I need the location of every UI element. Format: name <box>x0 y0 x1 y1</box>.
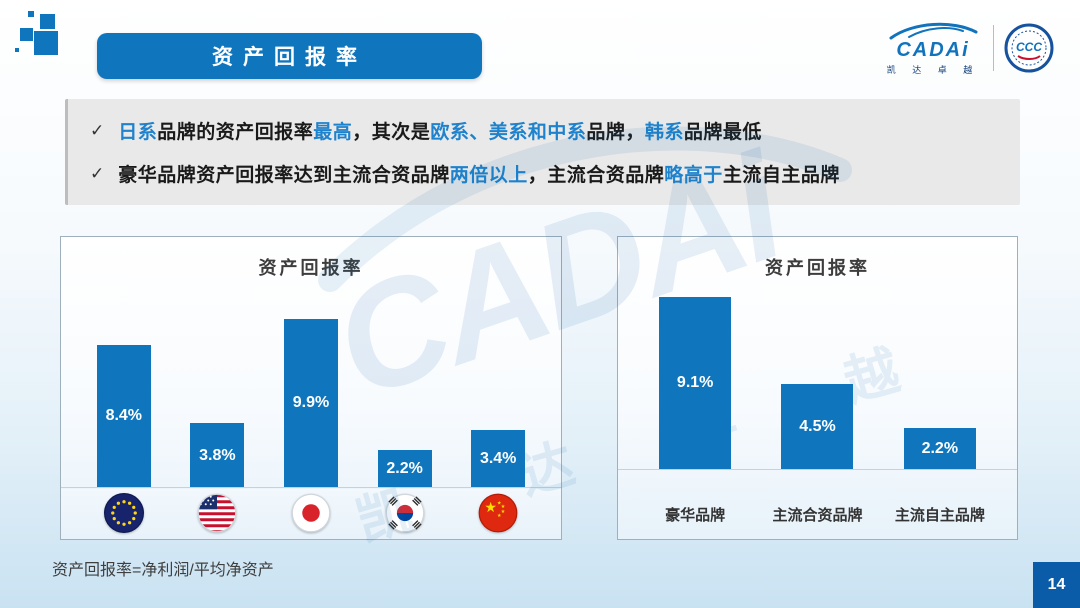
svg-text:★: ★ <box>501 504 506 510</box>
bar: 4.5% <box>781 384 854 470</box>
bar-value-label: 3.4% <box>479 449 517 467</box>
korea-flag-icon <box>385 493 424 533</box>
bar-column: 4.5% <box>756 270 878 470</box>
chart-panel-by-tier: 资产回报率 9.1% 4.5% 2.2% 豪华品牌 主流合资品牌 主流自主品牌 <box>617 236 1018 540</box>
bar-value-label: 9.9% <box>292 394 330 412</box>
checkmark-icon: ✓ <box>90 120 105 140</box>
bar-value-label: 2.2% <box>386 460 423 478</box>
bar-column: 3.8% <box>171 283 265 488</box>
bullet-item: ✓ 豪华品牌资产回报率达到主流合资品牌两倍以上，主流合资品牌略高于主流自主品牌 <box>90 160 998 187</box>
chart-title: 资产回报率 <box>258 258 364 278</box>
key-findings-box: ✓ 日系品牌的资产回报率最高，其次是欧系、美系和中系品牌，韩系品牌最低 ✓ 豪华… <box>65 99 1020 205</box>
certification-badge-icon: CCC <box>1004 23 1054 73</box>
cadai-logo: CADAi 凯 达 卓 越 <box>883 20 983 76</box>
bar-value-label: 8.4% <box>105 407 143 425</box>
eu-flag-icon <box>103 493 144 533</box>
bar: 8.4% <box>96 344 151 488</box>
checkmark-icon: ✓ <box>90 163 105 183</box>
logo-brand-subtext: 凯 达 卓 越 <box>886 65 980 75</box>
flag-cell <box>358 490 452 536</box>
bar: 2.2% <box>377 450 432 488</box>
flag-cell <box>77 490 171 536</box>
deco-square <box>20 28 33 41</box>
deco-square <box>32 29 60 57</box>
bar-column: 9.1% <box>634 270 756 470</box>
x-axis-line <box>618 469 1017 470</box>
bar-value-label: 3.8% <box>199 446 236 464</box>
bar-column: 9.9% <box>264 283 358 488</box>
flags-row: ★ ★ ★ ★ ★ <box>77 490 545 536</box>
footnote: 资产回报率=净利润/平均净资产 <box>52 562 274 579</box>
bar-value-label: 9.1% <box>676 374 714 392</box>
category-labels-row: 豪华品牌 主流合资品牌 主流自主品牌 <box>634 504 1001 525</box>
x-axis-line <box>61 487 561 488</box>
bar: 3.4% <box>471 429 526 488</box>
bar: 9.9% <box>283 318 338 488</box>
category-label: 豪华品牌 <box>665 507 726 524</box>
bar: 2.2% <box>903 428 976 470</box>
us-flag-icon <box>198 493 237 533</box>
bullet-item: ✓ 日系品牌的资产回报率最高，其次是欧系、美系和中系品牌，韩系品牌最低 <box>90 117 998 144</box>
svg-text:★: ★ <box>497 513 502 519</box>
logo-divider <box>993 25 994 71</box>
bar-column: 3.4% <box>451 283 545 488</box>
logo-group: CADAi 凯 达 卓 越 CCC <box>883 20 1054 76</box>
page-number-badge: 14 <box>1033 562 1080 608</box>
flag-cell <box>171 490 265 536</box>
flag-cell <box>264 490 358 536</box>
category-label: 主流自主品牌 <box>894 507 985 524</box>
china-flag-icon: ★ ★★★★ <box>478 493 518 533</box>
deco-square <box>15 48 19 52</box>
bullet-2-text: 豪华品牌资产回报率达到主流合资品牌两倍以上，主流合资品牌略高于主流自主品牌 <box>118 165 840 186</box>
category-label: 主流合资品牌 <box>772 507 863 524</box>
svg-text:CCC: CCC <box>1016 40 1042 54</box>
bar: 3.8% <box>190 423 245 488</box>
deco-square <box>28 11 34 17</box>
chart-panel-by-origin: 资产回报率 8.4% 3.8% 9.9% 2.2% 3.4% <box>60 236 562 540</box>
page-title: 资产回报率 <box>97 33 482 79</box>
svg-text:★: ★ <box>497 500 502 506</box>
svg-text:★: ★ <box>485 500 497 515</box>
japan-flag-icon <box>291 493 331 533</box>
bar-column: 8.4% <box>77 283 171 488</box>
bar-value-label: 4.5% <box>799 418 836 436</box>
bar-column: 2.2% <box>358 283 452 488</box>
bullet-1-text: 日系品牌的资产回报率最高，其次是欧系、美系和中系品牌，韩系品牌最低 <box>118 122 762 143</box>
logo-brand-text: CADAi <box>896 39 970 61</box>
bar-column: 2.2% <box>879 270 1001 470</box>
deco-square <box>40 14 55 29</box>
flag-cell: ★ ★ ★ ★ ★ <box>451 490 545 536</box>
car-swoosh-icon <box>889 22 978 40</box>
chart-title: 资产回报率 <box>765 258 870 278</box>
svg-text:★: ★ <box>501 509 506 515</box>
bar-value-label: 2.2% <box>921 440 959 458</box>
bar-plot: 8.4% 3.8% 9.9% 2.2% 3.4% <box>77 283 545 488</box>
bar-plot: 9.1% 4.5% 2.2% <box>634 270 1001 470</box>
bar: 9.1% <box>659 296 732 470</box>
